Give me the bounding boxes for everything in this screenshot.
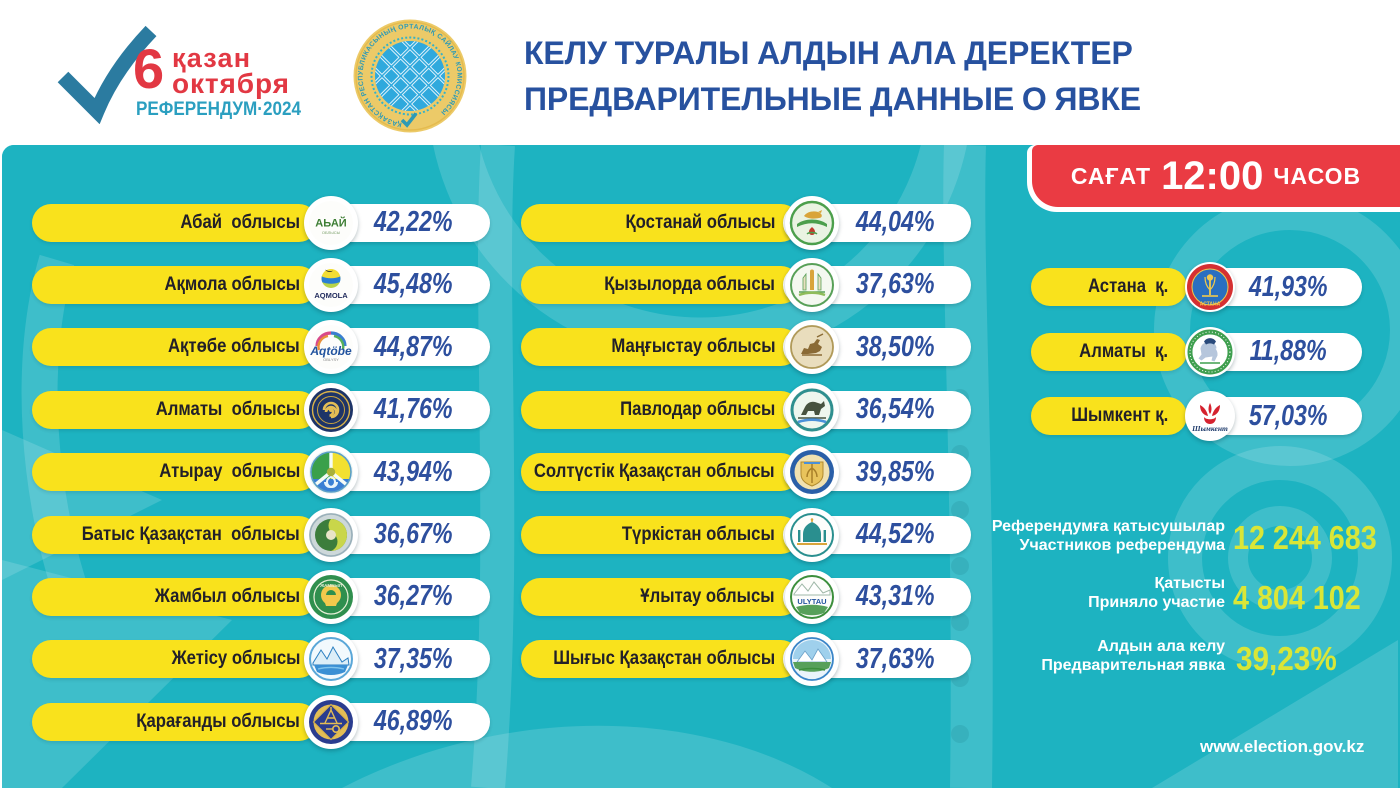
svg-text:ОБЛЫСЫ: ОБЛЫСЫ — [322, 230, 341, 235]
svg-text:ЖАМБЫЛ: ЖАМБЫЛ — [319, 583, 342, 588]
svg-text:АСТАНА: АСТАНА — [1200, 302, 1221, 308]
svg-text:Шымкент: Шымкент — [1191, 424, 1228, 433]
svg-text:АЬАЙ: АЬАЙ — [315, 216, 347, 229]
svg-text:Aqtöbe: Aqtöbe — [309, 344, 352, 358]
svg-text:ULYTAU: ULYTAU — [797, 597, 826, 606]
svg-text:OBLYSY: OBLYSY — [323, 357, 339, 362]
svg-text:AQMOLA: AQMOLA — [314, 291, 348, 300]
